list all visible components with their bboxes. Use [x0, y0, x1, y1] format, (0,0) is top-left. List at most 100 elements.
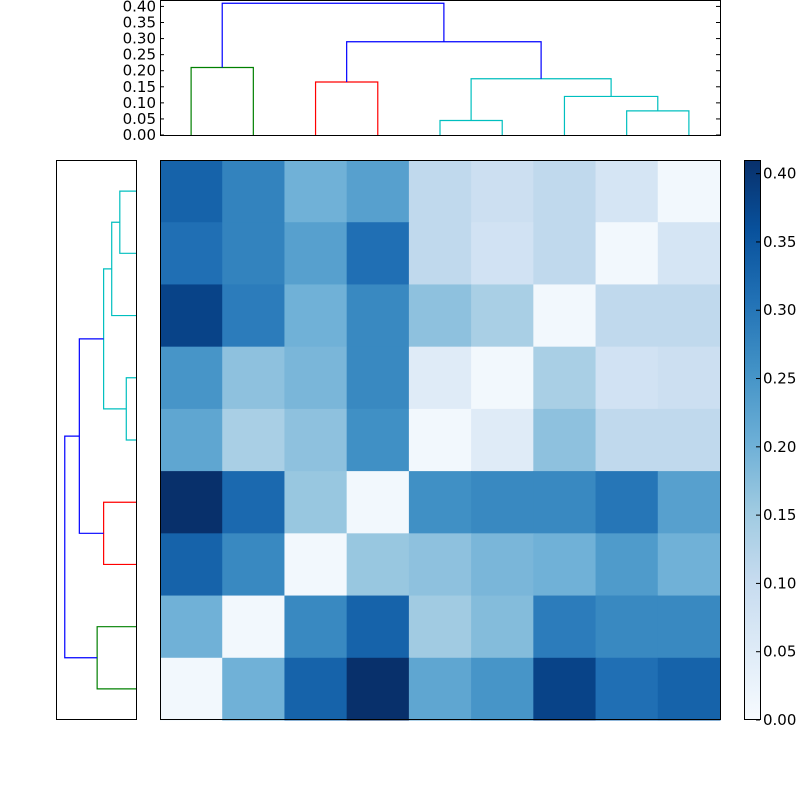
top-dendrogram-link	[563, 95, 659, 135]
colorbar-tick-label: 0.00	[763, 711, 796, 729]
top-dendrogram-link	[439, 119, 503, 135]
heatmap-cell	[471, 222, 534, 285]
heatmap-cell	[657, 346, 721, 410]
left-dendrogram-link	[103, 268, 127, 410]
colorbar-tick-label: 0.40	[763, 165, 796, 183]
heatmap-cell	[657, 222, 721, 285]
heatmap-cell	[408, 408, 472, 472]
top-axis-tick-label: 0.20	[123, 62, 156, 80]
heatmap-cell	[408, 471, 472, 534]
left-dendrogram-frame	[56, 160, 137, 720]
heatmap-cell	[595, 346, 659, 410]
left-dendrogram-link	[78, 338, 104, 534]
colorbar-axis: 0.00 0.05 0.10 0.15 0.20 0.25 0.30 0.35 0.40	[756, 165, 796, 729]
heatmap-cell	[657, 533, 721, 597]
heatmap-cell	[657, 595, 721, 659]
top-axis-tick-label: 0.30	[123, 30, 156, 48]
heatmap-cell	[533, 408, 597, 472]
colorbar-frame	[744, 160, 761, 720]
heatmap-cell	[222, 346, 285, 410]
heatmap-cell	[160, 408, 223, 472]
heatmap-cell	[595, 222, 659, 285]
colorbar-tick-label: 0.25	[763, 370, 796, 388]
heatmap-cell	[346, 657, 410, 721]
heatmap-cell	[284, 160, 348, 223]
heatmap-cell	[346, 222, 410, 285]
top-axis-tick-label: 0.05	[123, 110, 156, 128]
heatmap-cell	[408, 533, 472, 597]
heatmap-cell	[533, 533, 597, 597]
colorbar-tick-label: 0.05	[763, 643, 796, 661]
top-dendrogram-link	[221, 2, 445, 68]
heatmap-cell	[471, 160, 534, 223]
top-dendrogram-link	[626, 110, 690, 135]
heatmap-cell	[595, 471, 659, 534]
heatmap-cell	[284, 408, 348, 472]
top-dendrogram-link	[314, 81, 379, 135]
heatmap-cell	[533, 471, 597, 534]
heatmap-cell	[533, 160, 597, 223]
heatmap-cell	[222, 222, 285, 285]
heatmap-cell	[657, 284, 721, 348]
heatmap-cell	[346, 471, 410, 534]
heatmap-cell	[284, 657, 348, 721]
heatmap-cell	[222, 284, 285, 348]
heatmap	[160, 160, 721, 721]
left-dendrogram-link	[125, 377, 136, 441]
heatmap-frame	[160, 160, 721, 720]
top-dendrogram-link	[190, 66, 254, 135]
heatmap-cell	[160, 533, 223, 597]
heatmap-cell	[284, 284, 348, 348]
heatmap-cell	[657, 160, 721, 223]
top-dendrogram-frame	[160, 0, 721, 136]
heatmap-cells	[160, 160, 721, 721]
heatmap-cell	[160, 471, 223, 534]
heatmap-cell	[595, 595, 659, 659]
heatmap-cell	[595, 160, 659, 223]
heatmap-cell	[595, 408, 659, 472]
heatmap-cell	[408, 222, 472, 285]
left-dendrogram	[56, 160, 137, 720]
colorbar-tick-label: 0.10	[763, 574, 796, 592]
heatmap-cell	[284, 533, 348, 597]
heatmap-cell	[160, 284, 223, 348]
heatmap-cell	[471, 595, 534, 659]
top-axis-tick-label: 0.40	[123, 0, 156, 15]
top-dendrogram-link	[346, 41, 542, 82]
heatmap-cell	[533, 657, 597, 721]
heatmap-cell	[657, 471, 721, 534]
heatmap-cell	[160, 595, 223, 659]
heatmap-cell	[657, 408, 721, 472]
left-dendrogram-link	[111, 221, 136, 317]
heatmap-cell	[284, 595, 348, 659]
top-dendrogram: 0.000.050.100.150.200.250.300.350.40	[123, 0, 721, 144]
heatmap-cell	[222, 471, 285, 534]
top-axis-tick-label: 0.10	[123, 94, 156, 112]
left-dendrogram-link	[64, 435, 98, 659]
heatmap-cell	[284, 471, 348, 534]
heatmap-cell	[657, 657, 721, 721]
left-dendrogram-link	[96, 626, 136, 690]
heatmap-cell	[471, 284, 534, 348]
heatmap-cell	[222, 595, 285, 659]
heatmap-cell	[160, 657, 223, 721]
heatmap-cell	[595, 657, 659, 721]
heatmap-cell	[346, 160, 410, 223]
heatmap-cell	[471, 346, 534, 410]
top-axis-tick-label: 0.25	[123, 46, 156, 64]
heatmap-cell	[408, 657, 472, 721]
left-dendrogram-links	[64, 190, 136, 690]
heatmap-cell	[471, 471, 534, 534]
heatmap-cell	[533, 222, 597, 285]
colorbar-tick-label: 0.15	[763, 506, 796, 524]
heatmap-cell	[471, 533, 534, 597]
top-dendrogram-y-axis: 0.000.050.100.150.200.250.300.350.40	[123, 0, 720, 144]
top-axis-tick-label: 0.00	[123, 126, 156, 144]
heatmap-cell	[346, 346, 410, 410]
colorbar-tick-label: 0.35	[763, 233, 796, 251]
heatmap-cell	[222, 160, 285, 223]
colorbar-tick-label: 0.20	[763, 438, 796, 456]
heatmap-cell	[408, 346, 472, 410]
heatmap-cell	[346, 408, 410, 472]
